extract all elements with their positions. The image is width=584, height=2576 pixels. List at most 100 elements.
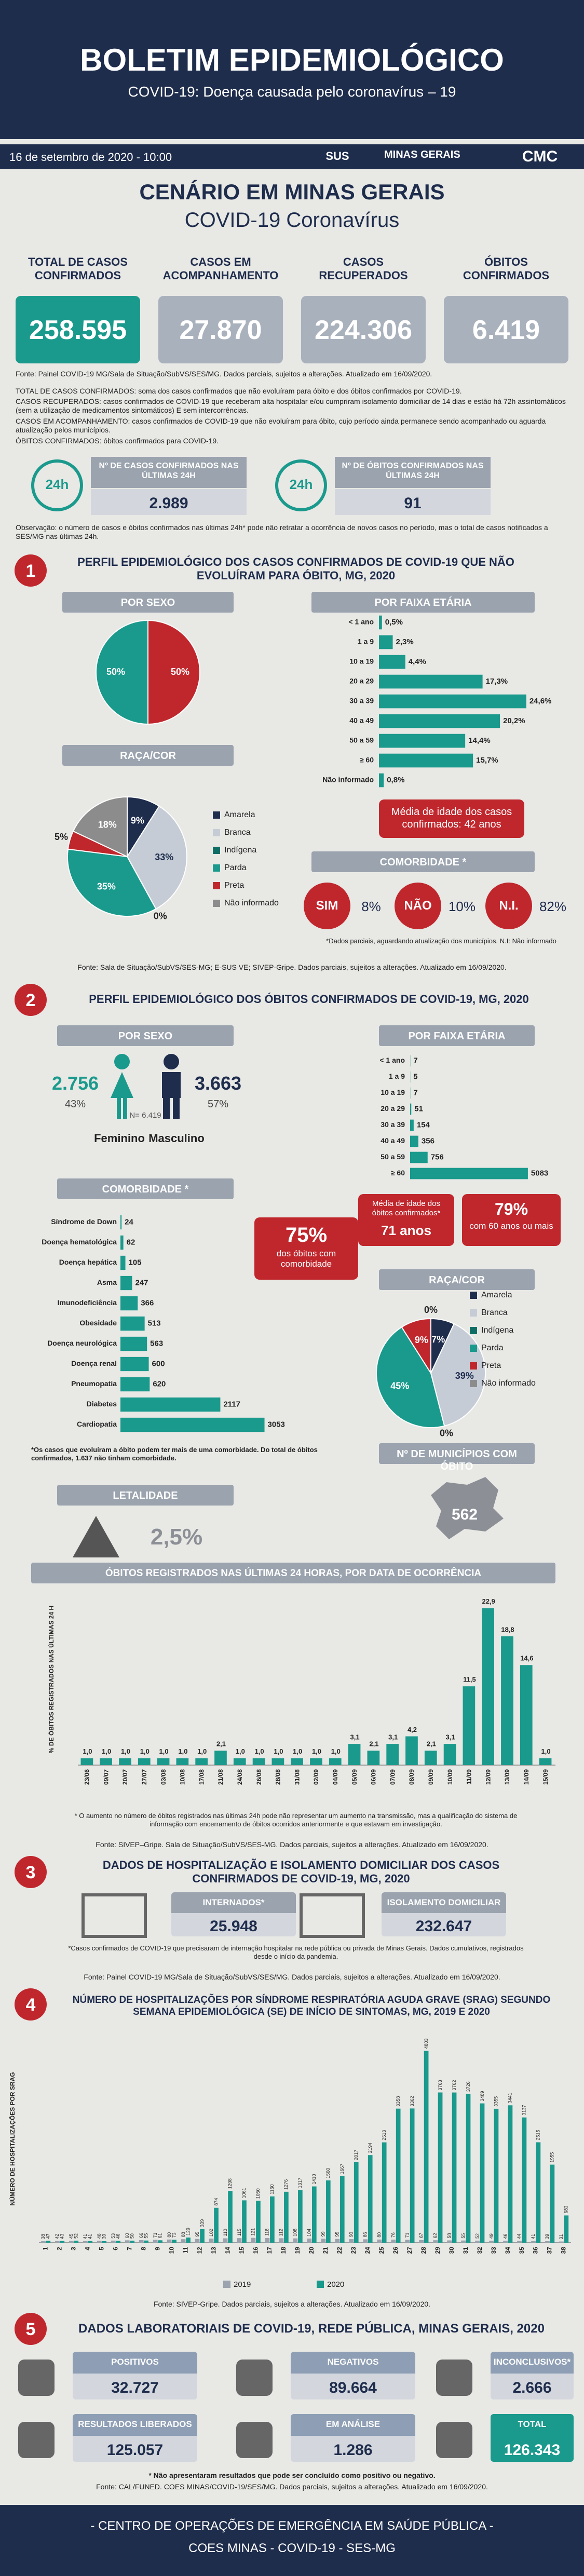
panel-header: [57, 1178, 234, 1199]
note: * Não apresentaram resultados que pode s…: [148, 2471, 436, 2479]
bar: [251, 2238, 256, 2243]
source: Fonte: CAL/FUNED. COES MINAS/COVID-19/SE…: [96, 2483, 488, 2491]
x-tick-label: 21/08: [217, 1769, 224, 1785]
bar: [522, 2117, 527, 2243]
value-label: 1,0: [83, 1747, 92, 1755]
x-tick-label: 9: [154, 2247, 161, 2250]
bar: [120, 1357, 149, 1372]
bar: [354, 2162, 359, 2243]
sex-label: Feminino: [94, 1132, 145, 1145]
value-label: 58: [446, 2233, 452, 2239]
bar: [111, 2240, 116, 2243]
category-label: Doença renal: [71, 1359, 117, 1367]
value-label: 2513: [382, 2130, 387, 2140]
bar: [100, 1758, 113, 1765]
bar: [386, 1744, 399, 1765]
note: *Dados parciais, aguardando atualização …: [326, 937, 556, 945]
value-label: 3762: [452, 2080, 457, 2091]
slice-label: 0%: [154, 911, 167, 921]
bar: [265, 2238, 270, 2243]
bar: [564, 2215, 569, 2243]
category-label: Obesidade: [79, 1319, 117, 1327]
value-label: 41: [531, 2234, 536, 2239]
x-tick-label: 23/06: [84, 1769, 91, 1785]
value-label: 1410: [311, 2174, 317, 2185]
comorbidity-value: 10%: [448, 899, 476, 914]
legend-swatch: [213, 847, 220, 854]
category-label: ≥ 60: [391, 1169, 405, 1177]
bar: [69, 2241, 74, 2243]
box-label-bg: [382, 1892, 506, 1913]
value-label: 1,0: [121, 1747, 130, 1755]
sex-value: 3.663: [194, 1073, 242, 1094]
x-tick-label: 06/09: [370, 1769, 377, 1785]
value-label: 118: [265, 2229, 270, 2236]
value-label: 88: [181, 2232, 186, 2237]
value-label: 3355: [494, 2096, 499, 2107]
legend-label: Não informado: [481, 1379, 536, 1388]
bar: [396, 2108, 401, 2243]
legend-swatch: [470, 1309, 477, 1317]
x-tick-label: 10/08: [179, 1769, 186, 1785]
x-tick-label: 13/09: [504, 1769, 511, 1785]
bar: [102, 2241, 107, 2243]
panel-title: RAÇA/COR: [120, 750, 176, 762]
building-icon: [300, 1893, 365, 1938]
lab-icon: [236, 2360, 273, 2396]
slice-label: 5%: [55, 832, 68, 842]
comorb-share-value: 75%: [285, 1224, 328, 1246]
box-value-bg: [491, 2436, 574, 2462]
value-label: 3137: [522, 2105, 527, 2116]
legend-label: Parda: [224, 863, 247, 872]
bar: [410, 1103, 412, 1115]
x-tick-label: 34: [504, 2247, 511, 2254]
x-tick-label: 24: [364, 2247, 371, 2254]
value-label: 2017: [354, 2150, 359, 2160]
bar: [74, 2241, 79, 2243]
value-label: 105: [129, 1258, 142, 1267]
kpi-value: 258.595: [29, 315, 127, 345]
value-label: 1,0: [541, 1747, 551, 1755]
bar: [120, 1417, 265, 1432]
bar: [60, 2241, 65, 2243]
title: BOLETIM EPIDEMIOLÓGICO: [80, 43, 504, 77]
bar: [410, 1119, 414, 1131]
x-tick-label: 11/09: [466, 1769, 473, 1785]
bar: [377, 2239, 382, 2243]
pie-slice: [67, 848, 157, 917]
legend-swatch: [470, 1292, 477, 1299]
value-label: 3441: [508, 2093, 513, 2103]
bar: [489, 2241, 494, 2243]
value-label: 80: [377, 2232, 382, 2238]
x-tick-label: 27: [406, 2247, 413, 2254]
bar: [298, 2190, 303, 2243]
value-label: 0,8%: [387, 776, 404, 784]
category-label: 20 a 29: [381, 1104, 405, 1113]
panel-header: [311, 592, 535, 613]
bar: [284, 2191, 289, 2243]
value-label: 67: [418, 2233, 424, 2238]
last24-label: Nº DE ÓBITOS CONFIRMADOS NAS ÚLTIMAS 24H: [342, 462, 484, 481]
over60-label: com 60 anos ou mais: [469, 1221, 553, 1231]
x-tick-label: 37: [546, 2247, 553, 2254]
x-tick-label: 33: [490, 2247, 497, 2254]
x-tick-label: 05/09: [351, 1769, 358, 1785]
value-label: 2,3%: [396, 638, 414, 646]
note: * O aumento no número de óbitos registra…: [74, 1812, 518, 1828]
value-label: 47: [46, 2233, 51, 2239]
footer-text: - CENTRO DE OPERAÇÕES DE EMERGÊNCIA EM S…: [90, 2519, 494, 2533]
bar: [379, 615, 382, 630]
comorbidity-value: 8%: [361, 899, 381, 914]
bar: [158, 2240, 162, 2243]
value-label: 3,1: [350, 1733, 360, 1741]
bar: [55, 2241, 60, 2243]
person-icon: [114, 1054, 130, 1069]
value-label: 1160: [269, 2184, 275, 2194]
definition: TOTAL DE CASOS CONFIRMADOS: soma dos cas…: [16, 387, 462, 395]
value-label: 4,2: [408, 1726, 417, 1733]
bar: [233, 1758, 246, 1765]
kpi-value: 6.419: [472, 315, 540, 345]
bar: [200, 2229, 205, 2243]
x-tick-label: 2: [56, 2247, 63, 2250]
value-label: 15,7%: [476, 756, 498, 765]
